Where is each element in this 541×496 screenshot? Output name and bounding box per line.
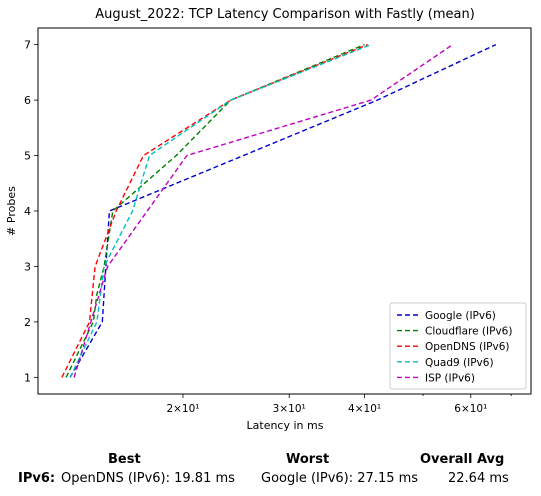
x-tick-label: 6×10¹	[454, 403, 487, 415]
legend-frame	[389, 302, 527, 390]
series-line-5	[73, 44, 454, 378]
series-line-1	[69, 43, 497, 378]
y-tick-label: 2	[24, 316, 31, 329]
overall-avg-value: 22.64 ms	[448, 471, 509, 486]
legend-label: OpenDNS (IPv6)	[425, 341, 510, 353]
y-tick-label: 5	[24, 150, 31, 163]
y-tick-label: 3	[24, 260, 31, 273]
series-line-2	[65, 43, 365, 378]
chart: August_2022: TCP Latency Comparison with…	[5, 7, 532, 432]
series-line-3	[61, 43, 369, 378]
worst-value: Google (IPv6): 27.15 ms	[261, 471, 419, 486]
summary-table: Best Worst Overall Avg IPv6: OpenDNS (IP…	[0, 446, 541, 496]
ipv6-row-label: IPv6:	[18, 471, 56, 486]
legend-label: Google (IPv6)	[425, 310, 496, 322]
x-tick-label: 2×10¹	[166, 403, 199, 415]
legend-label: ISP (IPv6)	[425, 372, 475, 384]
legend: Google (IPv6) Cloudflare (IPv6) OpenDNS (I…	[389, 302, 527, 390]
y-tick-label: 7	[24, 39, 31, 52]
best-value: OpenDNS (IPv6): 19.81 ms	[61, 471, 235, 486]
x-tick-label: 3×10¹	[273, 403, 306, 415]
legend-label: Quad9 (IPv6)	[425, 357, 494, 369]
legend-label: Cloudflare (IPv6)	[425, 326, 512, 338]
chart-title: August_2022: TCP Latency Comparison with…	[95, 7, 475, 22]
y-tick-label: 6	[24, 94, 31, 107]
x-axis-label: Latency in ms	[247, 419, 324, 432]
y-tick-label: 4	[24, 205, 31, 218]
series-line-4	[69, 43, 372, 378]
overall-avg-header: Overall Avg	[420, 452, 505, 467]
y-tick-label: 1	[24, 371, 31, 384]
y-axis-label: # Probes	[5, 186, 18, 236]
best-header: Best	[108, 452, 141, 467]
x-tick-label: 4×10¹	[348, 403, 381, 415]
worst-header: Worst	[286, 452, 330, 467]
